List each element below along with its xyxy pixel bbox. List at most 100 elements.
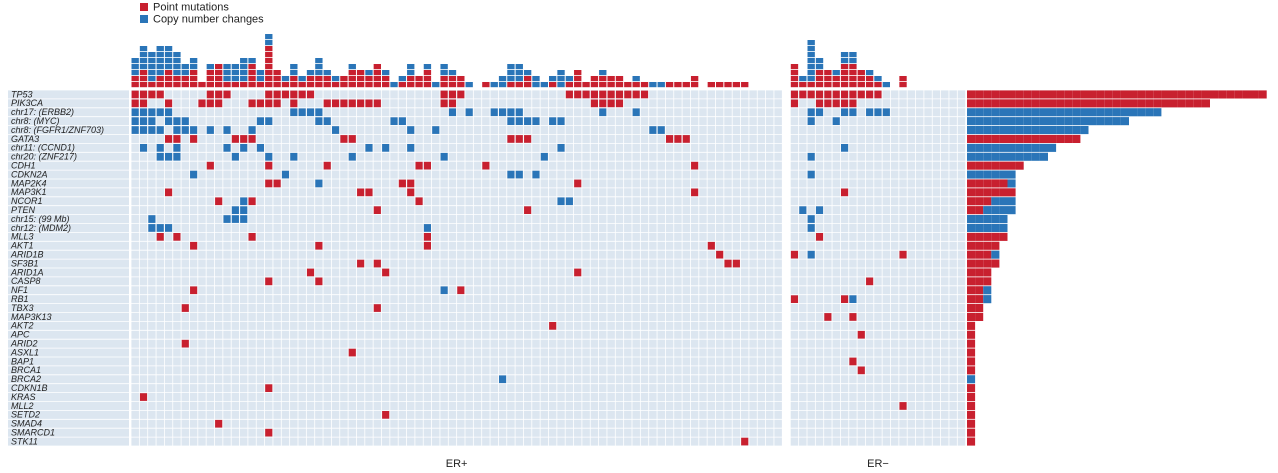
gene-bar-unit [983,134,992,143]
legend-swatch [140,15,148,23]
alteration-cell [148,108,156,117]
gene-bar-unit [983,250,992,259]
alteration-cell [574,268,582,277]
gene-bar-unit [1007,99,1016,108]
sample-bar-unit [632,76,640,82]
gene-bar-unit [967,401,976,410]
sample-bar-unit [815,58,824,64]
alteration-cell [206,126,214,134]
sample-bar-unit [265,34,273,40]
gene-bar-unit [991,143,1000,152]
sample-bar-unit [398,82,407,88]
gene-bar-unit [975,206,984,215]
alteration-cell [390,117,398,125]
gene-bar-unit [999,223,1008,232]
gene-label: KRAS [11,392,36,402]
alteration-cell [574,90,582,99]
alteration-cell [240,206,248,214]
gene-bar-unit [967,393,976,402]
gene-bar-unit [967,108,976,117]
alteration-cell [156,224,164,232]
sample-bar-unit [423,82,432,88]
alteration-cell [273,90,281,99]
gene-label: SETD2 [11,410,40,420]
sample-bar-unit [849,76,857,82]
gene-bar-unit [975,170,984,179]
gene-bar-unit [975,143,984,152]
alteration-cell [448,99,457,108]
alteration-cell [165,117,173,125]
alteration-cell [315,241,323,250]
gene-bar-unit [967,188,976,197]
alteration-cell [357,99,365,108]
gene-bar-unit [983,170,992,179]
alteration-cell [231,152,239,161]
alteration-cell [265,161,273,170]
sample-bar-unit [156,82,164,88]
alteration-cell [457,90,465,99]
sample-bar-unit [874,82,882,88]
sample-bar-unit [265,70,273,76]
gene-label: BAP1 [11,356,34,366]
sample-bar-unit [874,76,882,82]
sample-bar-unit [173,52,181,58]
alteration-cell [173,135,181,143]
sample-bar-unit [490,82,498,88]
gene-bar-unit [1145,108,1154,117]
sample-bar-unit [331,76,340,82]
gene-bar-unit [1072,90,1081,99]
sample-bar-unit [139,46,148,52]
alteration-cell [165,135,173,143]
gene-bar-unit [1007,152,1016,161]
gene-bar-unit [991,179,1000,188]
sample-bar-unit [465,82,473,88]
alteration-cell [290,90,298,99]
sample-bar-unit [599,82,607,88]
alteration-cell [398,179,406,188]
gene-bar-unit [1031,117,1040,126]
gene-bar-unit [983,126,992,135]
alteration-cell [248,197,256,206]
sample-bar-unit [356,82,365,88]
alteration-cell [298,90,306,99]
gene-bar-unit [967,410,976,419]
alteration-cell [156,126,164,134]
alteration-cell [265,428,273,437]
gene-bar-unit [991,170,1000,179]
sample-bar-unit [256,70,265,76]
alteration-cell [348,348,356,357]
sample-bar-unit [231,70,240,76]
gene-label: NCOR1 [11,196,43,206]
gene-bar-unit [1039,90,1048,99]
sample-bar-unit [899,82,907,88]
alteration-cell [824,90,832,99]
alteration-cell [557,197,565,206]
alteration-cell [841,144,849,152]
sample-bar-unit [799,82,807,88]
sample-bar-unit [523,82,532,88]
gene-bar-unit [1096,108,1105,117]
gene-bar-unit [1015,152,1024,161]
gene-bar-unit [1039,108,1048,117]
alteration-cell [265,384,273,392]
gene-bar-unit [975,304,984,313]
sample-bar-unit [665,82,674,88]
gene-label: CASP8 [11,276,41,286]
sample-bar-unit [632,82,640,88]
gene-bar-unit [983,277,992,286]
sample-bar-unit [189,64,198,70]
alteration-cell [807,90,815,99]
sample-bar-unit [306,82,315,88]
sample-bar-unit [865,76,874,82]
sample-bar-unit [139,64,148,70]
gene-bar-unit [983,259,992,268]
alteration-cell [707,241,715,250]
alteration-cell [849,108,857,117]
gene-bar-unit [991,206,1000,215]
gene-bar-unit [991,215,1000,224]
gene-label: APC [10,330,30,340]
alteration-cell [215,197,223,206]
alteration-cell [882,108,890,117]
alteration-cell [832,90,840,99]
sample-bar-unit [348,82,356,88]
